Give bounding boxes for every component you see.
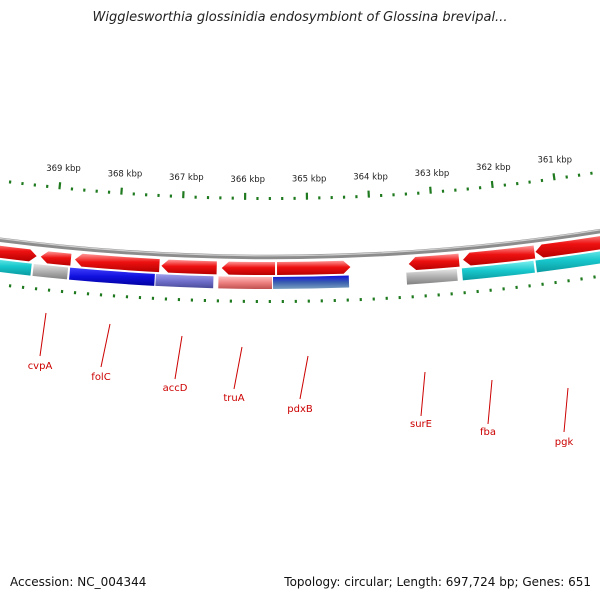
genome-backbone [0,228,600,260]
major-tick [120,187,123,195]
gene-label-leader [233,346,243,390]
gene-label-pdxB: pdxB [287,404,313,415]
gene-label-folC: folC [91,372,110,383]
reverse-gene [69,267,155,286]
major-tick [58,182,62,190]
major-tick [552,173,556,181]
reverse-gene [406,268,458,285]
accession-label: Accession: NC_004344 [10,575,147,589]
kbp-label: 361 kbp [537,156,572,166]
genome-backbone-highlight [0,229,600,257]
kbp-label: 366 kbp [230,175,265,185]
kbp-label: 365 kbp [292,175,327,185]
gene-labels: cvpA folC accD truA pdxB surE fba pgk [28,312,574,448]
gene-label-leader [100,323,111,368]
reverse-gene [461,260,535,281]
kbp-label: 368 kbp [108,170,143,180]
forward-gene [277,260,351,275]
genome-summary: Topology: circular; Length: 697,724 bp; … [284,575,591,589]
gene-label-cvpA: cvpA [28,361,53,372]
reverse-gene [218,276,273,290]
forward-gene [463,245,536,266]
reverse-gene [32,263,69,280]
gene-label-surE: surE [410,419,432,430]
kbp-label: 364 kbp [353,173,388,183]
kbp-label: 369 kbp [46,164,81,174]
kbp-scale-labels: 369 kbp 368 kbp 367 kbp 366 kbp 365 kbp 364 k… [46,156,572,185]
gene-label-leader [299,355,309,400]
forward-gene [535,236,600,258]
forward-gene [221,261,276,275]
major-tick [429,186,432,194]
forward-gene [0,245,37,262]
genome-title: Wigglesworthia glossinidia endosymbiont … [92,10,508,25]
gene-label-pgk: pgk [555,437,574,448]
forward-gene [161,259,217,275]
gene-label-accD: accD [163,383,188,394]
gene-label-leader [420,371,426,417]
forward-gene [408,253,460,270]
outer-tick-marks [8,171,593,201]
reverse-gene [273,275,350,289]
gene-label-leader [487,379,493,425]
reverse-gene [0,259,32,276]
reverse-gene [155,273,214,289]
gene-label-leader [563,387,569,433]
major-tick [490,180,494,189]
kbp-label: 367 kbp [169,173,204,183]
reverse-gene [535,251,600,273]
kbp-label: 362 kbp [476,163,511,173]
forward-gene [40,251,72,266]
gene-label-truA: truA [223,393,244,404]
kbp-label: 363 kbp [415,169,450,179]
forward-gene [74,253,160,273]
inner-tick-marks [8,275,596,304]
gene-features [0,236,600,290]
gene-label-leader [174,335,183,380]
gene-label-fba: fba [480,427,496,438]
gene-label-leader [39,312,47,357]
